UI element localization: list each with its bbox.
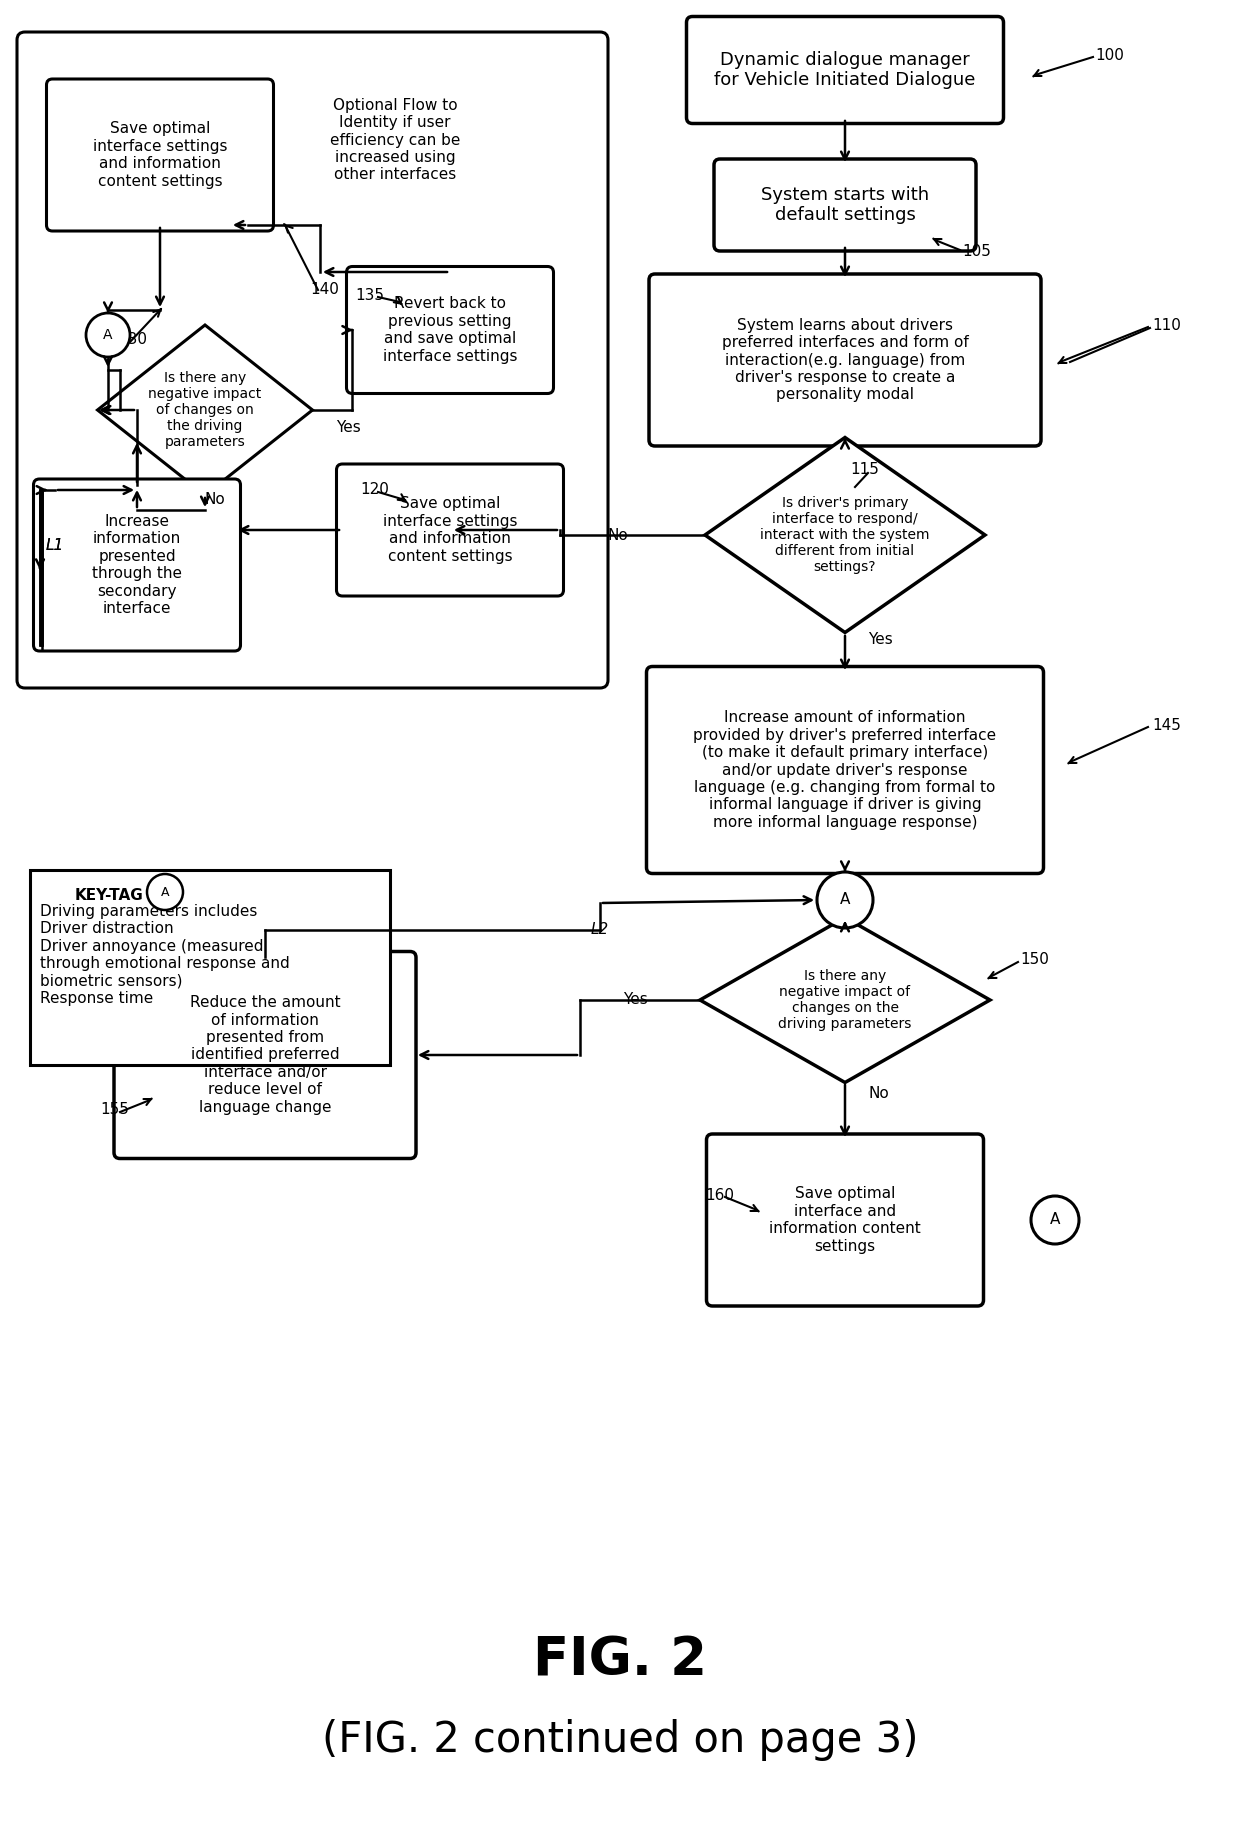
Text: L2: L2 (591, 922, 609, 937)
Text: Reduce the amount
of information
presented from
identified preferred
interface a: Reduce the amount of information present… (190, 995, 340, 1114)
Text: Revert back to
previous setting
and save optimal
interface settings: Revert back to previous setting and save… (383, 297, 517, 363)
FancyBboxPatch shape (33, 479, 241, 651)
Text: KEY-TAG: KEY-TAG (74, 888, 144, 902)
Text: 130: 130 (119, 332, 148, 348)
Text: A: A (839, 893, 851, 908)
FancyBboxPatch shape (687, 16, 1003, 124)
Text: Yes: Yes (336, 419, 361, 434)
Text: No: No (205, 492, 226, 507)
FancyBboxPatch shape (114, 952, 415, 1158)
Text: Is there any
negative impact of
changes on the
driving parameters: Is there any negative impact of changes … (779, 968, 911, 1032)
Polygon shape (706, 438, 985, 633)
Text: Save optimal
interface settings
and information
content settings: Save optimal interface settings and info… (383, 496, 517, 563)
Text: Is driver's primary
interface to respond/
interact with the system
different fro: Is driver's primary interface to respond… (760, 496, 930, 574)
Text: Driving parameters includes
Driver distraction
Driver annoyance (measured
throug: Driving parameters includes Driver distr… (40, 904, 290, 1006)
FancyBboxPatch shape (707, 1134, 983, 1305)
Circle shape (817, 871, 873, 928)
Text: Is there any
negative impact
of changes on
the driving
parameters: Is there any negative impact of changes … (149, 370, 262, 450)
Text: 160: 160 (706, 1187, 734, 1203)
Circle shape (1030, 1196, 1079, 1243)
Text: Dynamic dialogue manager
for Vehicle Initiated Dialogue: Dynamic dialogue manager for Vehicle Ini… (714, 51, 976, 89)
Text: System learns about drivers
preferred interfaces and form of
interaction(e.g. la: System learns about drivers preferred in… (722, 317, 968, 403)
Text: System starts with
default settings: System starts with default settings (761, 186, 929, 224)
Text: 120: 120 (361, 483, 389, 498)
Text: FIG. 2: FIG. 2 (533, 1633, 707, 1686)
Text: 105: 105 (962, 244, 991, 259)
Text: Increase
information
presented
through the
secondary
interface: Increase information presented through t… (92, 514, 182, 616)
FancyBboxPatch shape (714, 159, 976, 252)
Text: No: No (868, 1085, 889, 1101)
Circle shape (148, 873, 184, 910)
Text: Yes: Yes (622, 992, 647, 1008)
Text: 110: 110 (1152, 317, 1180, 332)
FancyBboxPatch shape (646, 667, 1044, 873)
Text: L1: L1 (46, 538, 64, 552)
FancyBboxPatch shape (649, 273, 1042, 447)
Text: 115: 115 (849, 463, 879, 478)
FancyBboxPatch shape (336, 465, 563, 596)
Bar (30, 870, 391, 1065)
Text: 135: 135 (356, 288, 384, 303)
Circle shape (86, 314, 130, 357)
FancyBboxPatch shape (346, 266, 553, 394)
Text: 150: 150 (1021, 952, 1049, 968)
Polygon shape (701, 917, 990, 1083)
FancyBboxPatch shape (17, 33, 608, 687)
Text: Yes: Yes (868, 633, 893, 647)
FancyBboxPatch shape (47, 78, 274, 232)
Text: Increase amount of information
provided by driver's preferred interface
(to make: Increase amount of information provided … (693, 711, 997, 829)
Polygon shape (98, 324, 312, 496)
Text: Save optimal
interface settings
and information
content settings: Save optimal interface settings and info… (93, 122, 227, 188)
Text: 100: 100 (1095, 47, 1123, 62)
Text: 155: 155 (100, 1103, 129, 1117)
Text: A: A (161, 886, 169, 899)
Text: Optional Flow to
Identity if user
efficiency can be
increased using
other interf: Optional Flow to Identity if user effici… (330, 98, 460, 182)
Text: 145: 145 (1152, 718, 1180, 733)
Text: No: No (608, 527, 629, 543)
Text: L1: L1 (46, 538, 64, 552)
Text: A: A (103, 328, 113, 343)
Text: (FIG. 2 continued on page 3): (FIG. 2 continued on page 3) (321, 1719, 919, 1761)
Text: 140: 140 (310, 283, 340, 297)
Text: A: A (1050, 1212, 1060, 1227)
Text: Save optimal
interface and
information content
settings: Save optimal interface and information c… (769, 1187, 921, 1254)
